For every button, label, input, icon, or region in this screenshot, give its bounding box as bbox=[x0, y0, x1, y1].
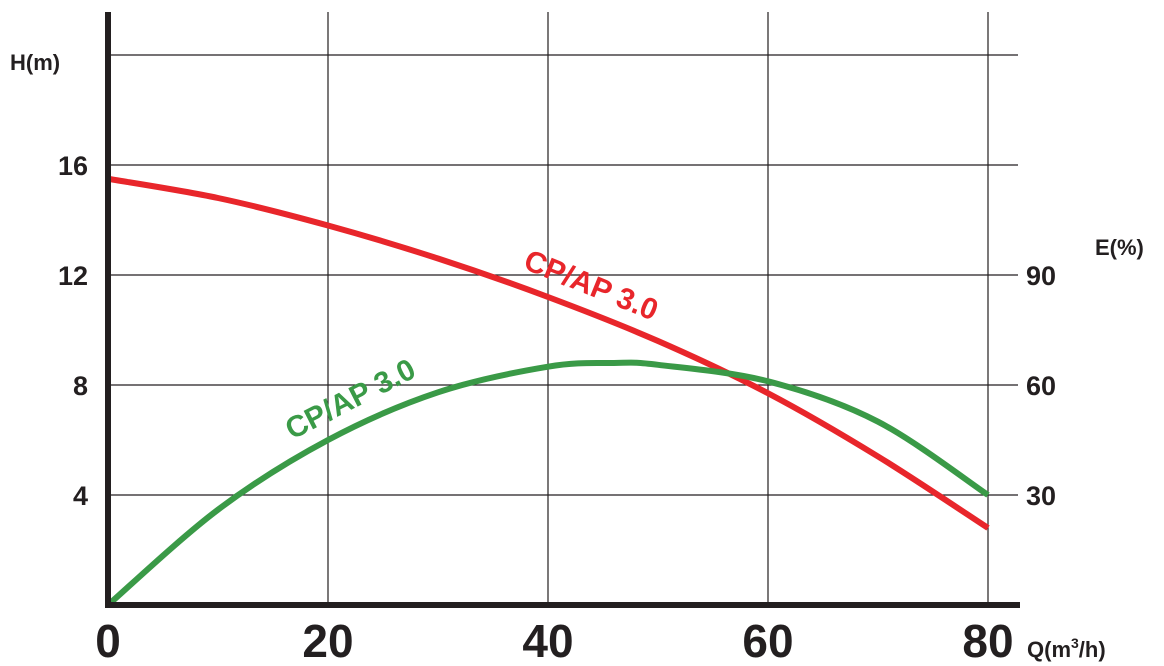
axes bbox=[105, 12, 1020, 608]
x-axis-label: Q(m3/h) bbox=[1027, 635, 1106, 662]
efficiency-curve bbox=[106, 359, 990, 608]
y-right-tick-30: 30 bbox=[1026, 481, 1056, 511]
y-right-tick-60: 60 bbox=[1026, 371, 1056, 401]
efficiency-curve-label: CP/AP 3.0 bbox=[280, 353, 421, 447]
tick-labels: 0 20 40 60 80 4 8 12 16 30 60 90 bbox=[58, 151, 1056, 666]
curves bbox=[106, 175, 990, 608]
x-axis-label-main: Q(m bbox=[1027, 637, 1071, 662]
x-tick-80: 80 bbox=[962, 615, 1013, 666]
y-axis-right-label: E(%) bbox=[1095, 235, 1144, 260]
x-tick-20: 20 bbox=[302, 615, 353, 666]
x-tick-40: 40 bbox=[522, 615, 573, 666]
x-tick-60: 60 bbox=[742, 615, 793, 666]
head-curve bbox=[107, 175, 990, 531]
y-left-tick-8: 8 bbox=[73, 371, 88, 401]
x-axis-label-sup: 3 bbox=[1071, 635, 1079, 651]
x-tick-0: 0 bbox=[95, 615, 121, 666]
y-left-tick-16: 16 bbox=[58, 151, 88, 181]
y-right-tick-90: 90 bbox=[1026, 261, 1056, 291]
y-left-tick-12: 12 bbox=[58, 261, 88, 291]
x-axis-label-tail: /h) bbox=[1079, 637, 1106, 662]
grid-lines bbox=[108, 12, 1018, 605]
y-left-tick-4: 4 bbox=[73, 481, 88, 511]
y-axis-left-label: H(m) bbox=[10, 50, 60, 75]
